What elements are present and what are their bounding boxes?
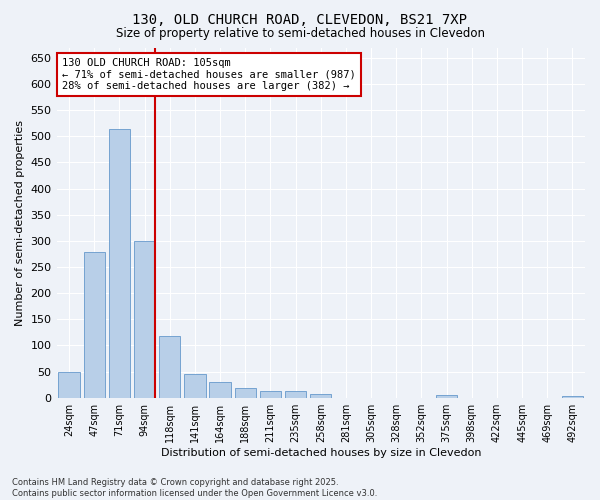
Bar — [285, 391, 307, 398]
Text: Size of property relative to semi-detached houses in Clevedon: Size of property relative to semi-detach… — [115, 28, 485, 40]
Bar — [260, 391, 281, 398]
Bar — [562, 396, 583, 398]
Bar — [209, 382, 231, 398]
Bar — [109, 128, 130, 398]
Bar — [159, 336, 181, 398]
Bar — [134, 241, 155, 398]
Bar — [310, 394, 331, 398]
Y-axis label: Number of semi-detached properties: Number of semi-detached properties — [15, 120, 25, 326]
Bar — [235, 388, 256, 398]
Text: Contains HM Land Registry data © Crown copyright and database right 2025.
Contai: Contains HM Land Registry data © Crown c… — [12, 478, 377, 498]
Bar — [58, 372, 80, 398]
Bar — [436, 395, 457, 398]
Text: 130 OLD CHURCH ROAD: 105sqm
← 71% of semi-detached houses are smaller (987)
28% : 130 OLD CHURCH ROAD: 105sqm ← 71% of sem… — [62, 58, 356, 91]
Bar — [83, 252, 105, 398]
Bar — [184, 374, 206, 398]
X-axis label: Distribution of semi-detached houses by size in Clevedon: Distribution of semi-detached houses by … — [161, 448, 481, 458]
Text: 130, OLD CHURCH ROAD, CLEVEDON, BS21 7XP: 130, OLD CHURCH ROAD, CLEVEDON, BS21 7XP — [133, 12, 467, 26]
